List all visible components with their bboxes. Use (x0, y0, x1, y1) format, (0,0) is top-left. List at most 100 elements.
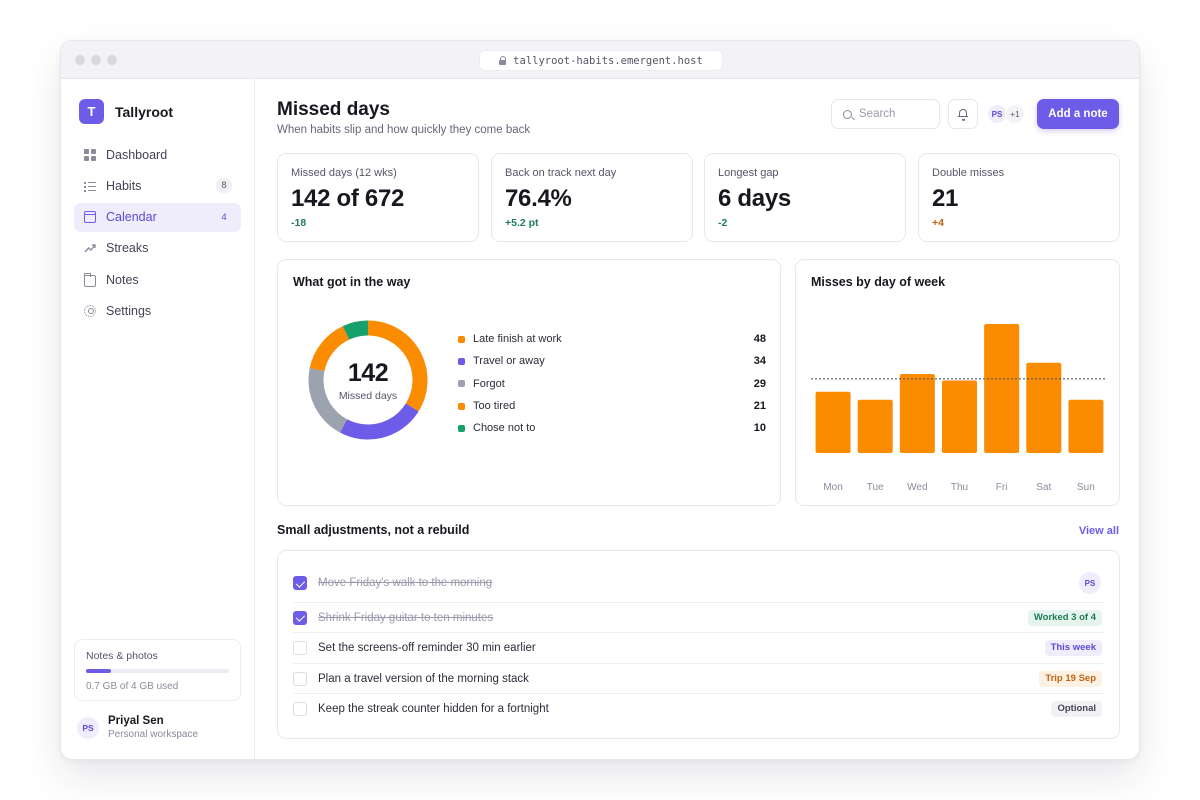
task-checkbox[interactable] (293, 701, 307, 716)
sidebar-item-streaks[interactable]: Streaks (74, 234, 241, 263)
legend-item: Chose not to 10 (458, 417, 768, 439)
task-status-badge: This week (1044, 639, 1102, 656)
task-label: Plan a travel version of the morning sta… (318, 672, 529, 685)
sidebar-item-calendar[interactable]: Calendar 4 (74, 202, 241, 232)
collaborators[interactable]: PS +1 (987, 104, 1025, 124)
page-subtitle: When habits slip and how quickly they co… (277, 124, 531, 136)
bar-fri[interactable] (984, 324, 1020, 453)
habits-list-icon (84, 180, 96, 192)
donut-slice-2[interactable] (308, 320, 428, 440)
legend-label: Travel or away (473, 355, 545, 368)
reasons-donut-chart: 142 Missed days (306, 318, 430, 442)
legend-value: 10 (753, 422, 766, 435)
address-bar[interactable]: tallyroot-habits.emergent.host (479, 50, 723, 71)
stat-value: 142 of 672 (291, 185, 405, 212)
task-status-badge: Worked 3 of 4 (1027, 609, 1102, 626)
x-tick-label: Sun (1077, 482, 1095, 493)
gear-icon (84, 304, 96, 317)
add-note-button[interactable]: Add a note (1037, 99, 1119, 129)
reasons-card: What got in the way 142 Missed days Late… (277, 259, 781, 506)
search-icon (843, 109, 852, 119)
task-label: Shrink Friday guitar to ten minutes (318, 611, 494, 624)
bar-sat[interactable] (1026, 362, 1062, 453)
task-label: Set the screens-off reminder 30 min earl… (318, 641, 536, 654)
collaborator-avatar: PS (987, 104, 1007, 124)
task-row[interactable]: Move Friday's walk to the morning PS (293, 568, 1104, 598)
sidebar-item-settings[interactable]: Settings (74, 296, 241, 325)
task-row[interactable]: Shrink Friday guitar to ten minutes Work… (293, 602, 1104, 632)
page-title: Missed days (277, 99, 390, 120)
x-tick-label: Tue (867, 482, 884, 493)
window-minimize-dot[interactable] (91, 55, 101, 65)
legend-swatch (458, 380, 465, 388)
task-row[interactable]: Plan a travel version of the morning sta… (293, 663, 1104, 693)
x-tick-label: Mon (823, 482, 842, 493)
legend-value: 21 (753, 400, 766, 413)
legend-swatch (458, 424, 465, 432)
brand-logo: T (79, 99, 104, 124)
user-profile[interactable]: PS Priyal Sen Personal workspace (77, 715, 198, 740)
sidebar-item-notes[interactable]: Notes (74, 265, 241, 294)
weekday-bar-chart: Mon Tue Wed Thu Fri Sat Sun (811, 324, 1106, 493)
sidebar-item-habits[interactable]: Habits 8 (74, 171, 241, 200)
main-content: Missed days When habits slip and how qui… (255, 79, 1139, 759)
habits-count-badge: 8 (216, 178, 232, 194)
storage-card[interactable]: Notes & photos 0.7 GB of 4 GB used (74, 639, 241, 701)
bar-mon[interactable] (815, 391, 851, 453)
collaborator-more-count: +1 (1005, 104, 1025, 124)
task-checkbox[interactable] (293, 610, 307, 625)
sidebar-item-label: Settings (106, 303, 152, 318)
window-maximize-dot[interactable] (107, 55, 117, 65)
folder-icon (84, 272, 96, 287)
legend-label: Late finish at work (473, 333, 562, 346)
task-checkbox[interactable] (293, 576, 307, 590)
weekday-card-title: Misses by day of week (811, 275, 946, 289)
dashboard-grid-icon (84, 148, 96, 161)
address-url: tallyroot-habits.emergent.host (513, 54, 703, 67)
sidebar-item-label: Streaks (106, 241, 149, 256)
stat-value: 76.4% (505, 185, 572, 212)
sidebar: T Tallyroot Dashboard Habits 8 Calendar … (61, 79, 255, 759)
sidebar-nav: Dashboard Habits 8 Calendar 4 Streaks No (74, 140, 241, 328)
donut-total-label: Missed days (338, 389, 398, 402)
bar-thu[interactable] (942, 380, 977, 453)
legend-label: Too tired (473, 400, 516, 413)
sidebar-item-label: Habits (106, 178, 142, 193)
user-name: Priyal Sen (108, 715, 164, 727)
calendar-count-badge: 4 (221, 211, 227, 223)
view-all-link[interactable]: View all (1078, 525, 1119, 537)
stat-delta: +4 (932, 217, 944, 229)
storage-used-text: 0.7 GB of 4 GB used (86, 681, 179, 692)
stat-label: Back on track next day (505, 167, 617, 179)
donut-slice-1[interactable] (308, 320, 428, 440)
bar-tue[interactable] (857, 399, 893, 453)
stat-card-back-on-track: Back on track next day 76.4% +5.2 pt (491, 153, 693, 242)
adjustments-card: Move Friday's walk to the morning PS Shr… (277, 550, 1120, 739)
task-status-badge: Trip 19 Sep (1039, 670, 1102, 687)
browser-window: tallyroot-habits.emergent.host T Tallyro… (60, 40, 1140, 760)
donut-slice-4[interactable] (308, 320, 428, 440)
task-row[interactable]: Keep the streak counter hidden for a for… (293, 693, 1104, 723)
legend-swatch (458, 335, 465, 343)
search-input[interactable]: Search (831, 99, 940, 129)
brand[interactable]: T Tallyroot (79, 99, 173, 124)
window-close-dot[interactable] (75, 55, 85, 65)
notifications-button[interactable] (948, 99, 978, 129)
task-row[interactable]: Set the screens-off reminder 30 min earl… (293, 632, 1104, 662)
legend-item: Forgot 29 (458, 373, 768, 395)
lock-icon (499, 56, 507, 65)
task-checkbox[interactable] (293, 671, 307, 686)
legend-value: 34 (753, 355, 766, 368)
browser-titlebar: tallyroot-habits.emergent.host (61, 41, 1139, 79)
avatar: PS (77, 716, 99, 739)
legend-swatch (458, 402, 465, 410)
legend-item: Too tired 21 (458, 395, 768, 417)
bar-wed[interactable] (899, 373, 935, 453)
bar-sun[interactable] (1068, 399, 1104, 453)
sidebar-item-dashboard[interactable]: Dashboard (74, 140, 241, 169)
brand-name: Tallyroot (115, 103, 174, 120)
donut-center: 142 Missed days (306, 318, 430, 442)
task-label: Move Friday's walk to the morning (318, 577, 493, 589)
task-checkbox[interactable] (293, 640, 307, 655)
legend-item: Travel or away 34 (458, 350, 768, 372)
